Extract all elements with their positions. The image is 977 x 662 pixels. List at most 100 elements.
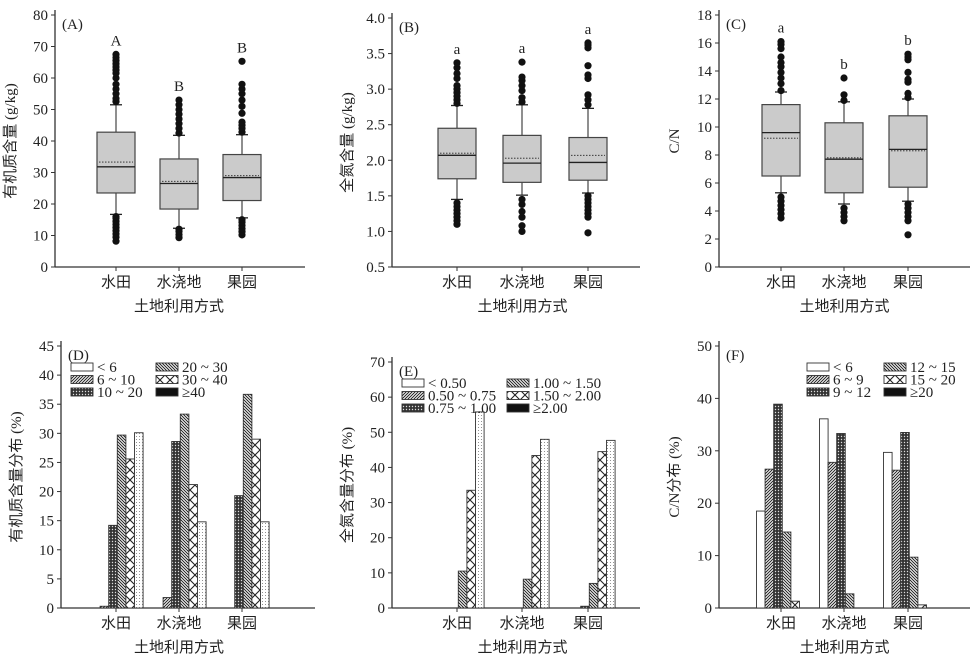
outlier-point (112, 80, 120, 88)
y-tick-label: 0 (41, 260, 49, 276)
legend-item: 20 ~ 30 (155, 360, 228, 376)
bar (531, 455, 541, 609)
x-tick-label: 水浇地 (499, 274, 544, 291)
outlier-point (518, 207, 526, 216)
outlier-point (904, 50, 912, 58)
bar (188, 484, 198, 609)
bar (242, 393, 253, 609)
x-axis-title: 土地利用方式 (134, 298, 224, 315)
x-tick-label: 水浇地 (821, 615, 866, 632)
bar (116, 434, 127, 609)
box-group: a (568, 22, 608, 237)
y-tick-label: 10 (33, 229, 48, 245)
legend-item: 0.50 ~ 0.75 (401, 389, 496, 405)
bar (844, 593, 855, 609)
outlier-point (238, 102, 246, 110)
legend-label: ≥20 (910, 385, 933, 401)
legend-swatch (155, 362, 179, 372)
bar (125, 458, 135, 609)
bar (260, 521, 270, 609)
bar (827, 461, 838, 609)
bar (883, 451, 893, 609)
significance-letter: B (237, 40, 247, 56)
outlier-point (175, 96, 183, 104)
box-iqr (502, 134, 542, 183)
y-tick-label: 3.0 (366, 82, 385, 98)
x-tick-label: 水浇地 (821, 274, 866, 291)
y-axis-title: C/N (667, 128, 683, 153)
panel-label: (D) (68, 348, 89, 364)
bar (606, 439, 616, 609)
y-tick-label: 20 (370, 531, 385, 547)
y-tick-label: 8 (705, 148, 713, 164)
bar (197, 521, 207, 609)
legend-swatch (70, 375, 94, 384)
box-group: b (888, 33, 928, 239)
legend-item: ≥20 (883, 385, 933, 401)
y-tick-label: 2.0 (366, 153, 385, 169)
bar (522, 578, 533, 609)
y-tick-label: 2.5 (366, 118, 385, 134)
significance-letter: a (778, 21, 785, 37)
outlier-point (518, 86, 526, 95)
significance-letter: B (174, 79, 184, 95)
bar (756, 510, 766, 609)
outlier-point (453, 199, 461, 207)
outlier-point (777, 80, 785, 88)
legend-swatch (70, 387, 94, 397)
y-tick-label: 20 (33, 197, 48, 213)
legend-item: 6 ~ 9 (806, 373, 864, 389)
bar (99, 605, 110, 609)
legend-item: < 6 (806, 360, 853, 376)
legend-item: < 6 (70, 360, 117, 376)
x-tick-label: 果园 (573, 274, 603, 291)
y-tick-label: 5 (47, 572, 55, 588)
y-tick-label: 0 (378, 601, 386, 617)
x-tick-label: 果园 (573, 615, 603, 632)
significance-letter: a (519, 41, 526, 57)
legend-label: < 6 (833, 360, 853, 376)
legend-swatch (506, 378, 530, 388)
outlier-point (584, 71, 592, 79)
panel-label: (C) (726, 17, 746, 33)
x-tick-label: 水田 (101, 274, 131, 291)
legend-item: 9 ~ 12 (806, 385, 871, 401)
x-tick-label: 果园 (227, 274, 257, 291)
legend-swatch (70, 362, 94, 372)
x-axis-title: 土地利用方式 (134, 639, 224, 656)
x-tick-label: 水田 (766, 274, 796, 291)
significance-letter: a (585, 22, 592, 38)
bar (790, 600, 800, 609)
legend-swatch (883, 375, 907, 384)
outlier-point (453, 64, 461, 72)
x-tick-label: 水田 (766, 615, 796, 632)
outlier-point (453, 59, 461, 67)
outlier-point (777, 87, 785, 95)
box-iqr (888, 115, 928, 188)
legend-label: 9 ~ 12 (833, 385, 871, 401)
outlier-point (238, 96, 246, 104)
legend-item: 1.50 ~ 2.00 (506, 389, 601, 405)
outlier-point (518, 227, 526, 236)
y-tick-label: 1.5 (366, 189, 385, 205)
bar (781, 531, 792, 609)
legend-swatch (155, 387, 179, 397)
outlier-point (777, 53, 785, 61)
outlier-point (238, 57, 246, 65)
y-tick-label: 0.5 (366, 260, 385, 276)
bar (466, 489, 476, 609)
legend-swatch (883, 387, 907, 397)
bar (580, 605, 590, 609)
outlier-point (112, 50, 120, 58)
outlier-point (777, 74, 785, 82)
bar (540, 438, 550, 609)
y-tick-label: 70 (370, 355, 385, 371)
y-tick-label: 0 (705, 260, 713, 276)
y-axis-title: C/N分布 (%) (666, 436, 683, 517)
outlier-point (584, 91, 592, 99)
bar (134, 432, 144, 609)
y-tick-label: 50 (370, 425, 385, 441)
y-tick-label: 1.0 (366, 224, 385, 240)
y-tick-label: 6 (705, 176, 713, 192)
